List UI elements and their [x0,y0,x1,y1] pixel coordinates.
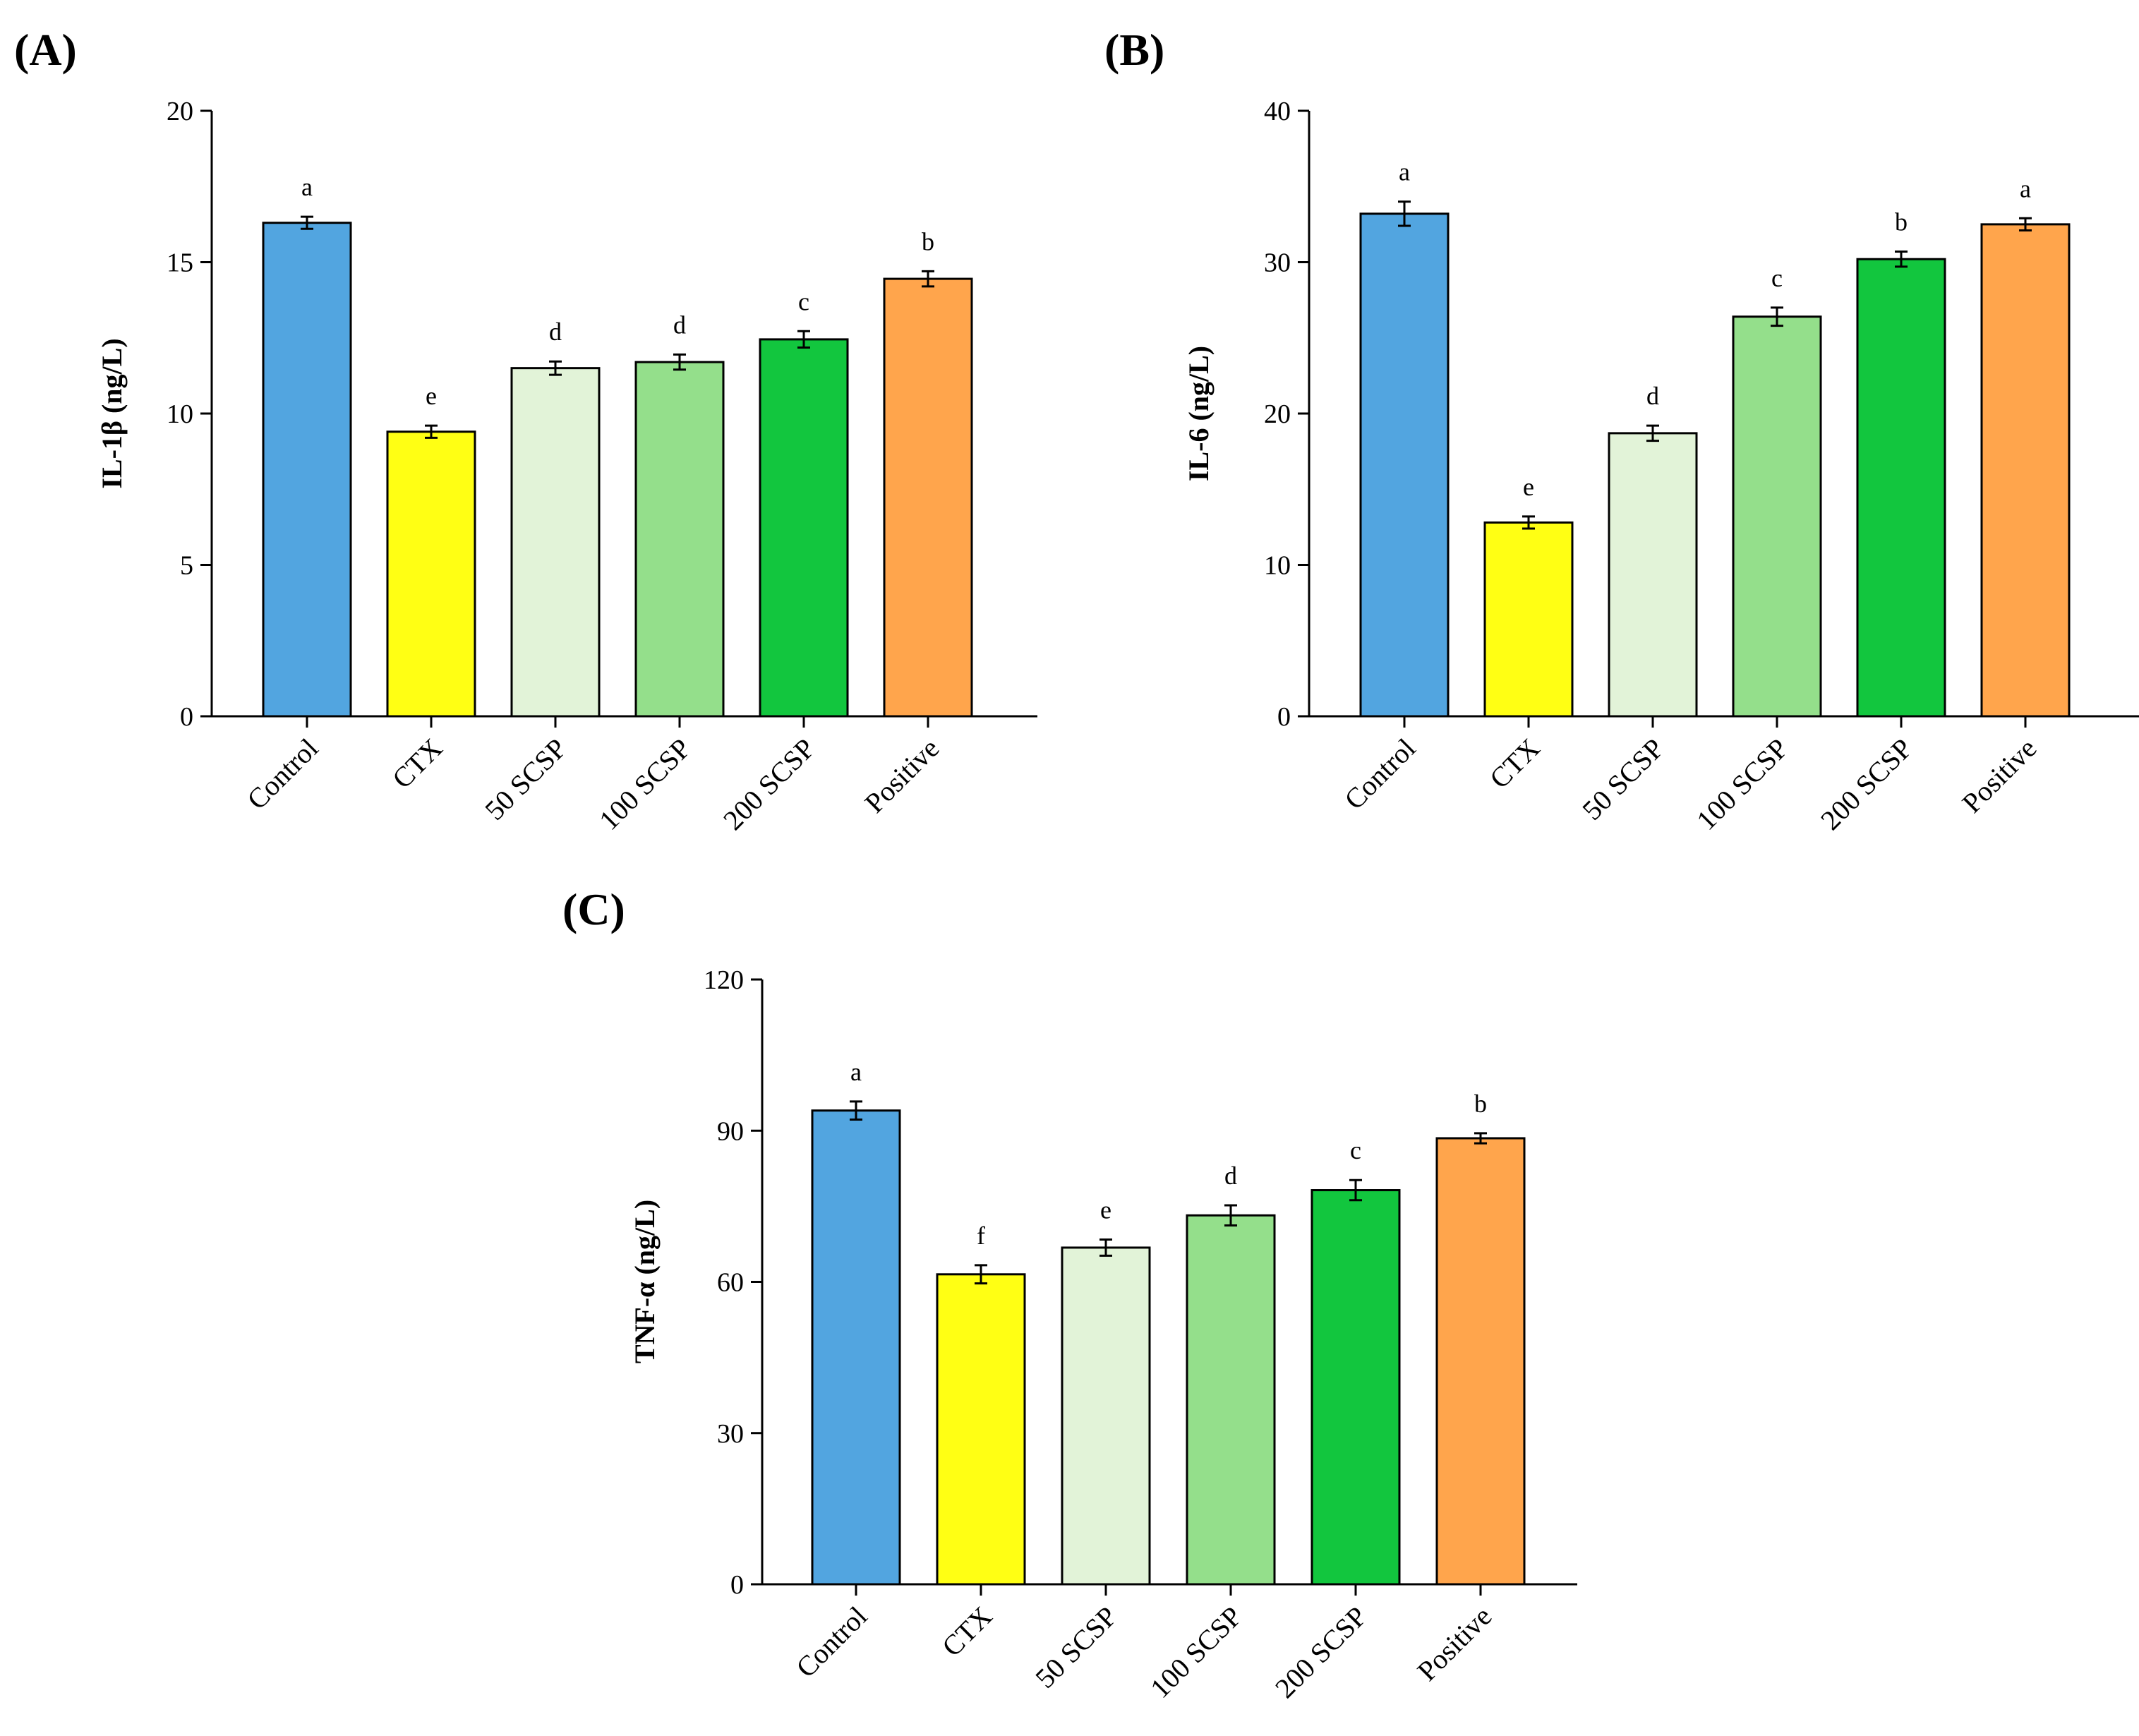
significance-label: e [1100,1196,1111,1224]
significance-label: d [673,311,686,339]
significance-label: c [1771,264,1783,292]
y-tick-label: 15 [167,248,193,278]
significance-label: c [1350,1136,1361,1164]
x-tick-label: 50 SCSP [478,733,572,826]
x-tick-label: 200 SCSP [1814,733,1918,836]
significance-label: b [1474,1090,1487,1118]
bar [634,361,725,718]
x-tick-label: CTX [386,732,448,794]
y-tick-label: 5 [180,551,193,581]
panel-label: (B) [1104,25,1164,75]
bar [1980,223,2071,718]
significance-label: a [850,1058,862,1086]
x-tick-label: Control [241,733,324,816]
bar [1061,1246,1151,1586]
x-tick-label: 100 SCSP [593,733,697,836]
bar [1310,1189,1401,1586]
significance-label: a [301,173,313,201]
y-tick-label: 0 [180,702,193,732]
bar [759,338,849,718]
x-tick-label: 200 SCSP [717,733,821,836]
x-tick-label: 200 SCSP [1269,1601,1373,1704]
x-tick-label: CTX [1483,732,1545,794]
x-tick-label: Positive [1411,1601,1498,1687]
panel-b: (B) 0 10 20 30 40 IL-6 (ng/L) a Control e CTX d 50 S… [1104,25,2139,836]
y-tick-label: 0 [730,1570,744,1600]
y-tick-label: 120 [704,965,744,995]
x-tick-label: 100 SCSP [1144,1601,1248,1704]
y-tick-label: 60 [717,1268,744,1298]
significance-label: a [2020,174,2031,203]
significance-label: b [1895,207,1908,236]
bar [1186,1214,1276,1586]
bar [510,367,601,718]
y-tick-label: 20 [1264,399,1291,429]
y-axis-title: IL-6 (ng/L) [1183,346,1215,481]
x-tick-label: 50 SCSP [1576,733,1670,826]
bar [386,430,476,718]
significance-label: c [798,287,809,315]
y-axis-title: TNF-α (ng/L) [629,1200,661,1363]
y-tick-label: 40 [1264,97,1291,126]
x-tick-label: 100 SCSP [1690,733,1794,836]
bar [936,1273,1026,1586]
significance-label: d [549,318,562,346]
panel-c: (C) 0 30 60 90 120 TNF-α (ng/L) a Control f CTX e 50… [562,884,1577,1704]
bar [883,277,973,718]
x-tick-label: CTX [936,1600,998,1662]
x-tick-label: Positive [858,733,945,819]
bar [1608,432,1698,718]
significance-label: a [1399,158,1410,186]
y-tick-label: 30 [1264,248,1291,278]
significance-label: d [1646,382,1659,410]
bar [811,1109,901,1586]
bar [1435,1137,1526,1586]
bar [1732,315,1822,718]
bar [1856,258,1946,718]
significance-label: e [426,382,437,410]
panel-a: (A) 0 5 10 15 20 IL-1β (ng/L) a Control e CTX d 50 S… [14,25,1037,836]
y-tick-label: 10 [1264,551,1291,581]
x-tick-label: Positive [1956,733,2042,819]
bar [1483,521,1574,718]
significance-label: e [1523,473,1534,501]
panel-label: (C) [562,884,625,934]
y-tick-label: 10 [167,399,193,429]
panel-label: (A) [14,25,77,75]
x-tick-label: Control [790,1601,873,1684]
bar [1359,212,1450,718]
y-axis-title: IL-1β (ng/L) [96,338,128,488]
y-tick-label: 0 [1277,702,1291,732]
x-tick-label: Control [1338,733,1421,816]
bar [262,222,352,718]
x-tick-label: 50 SCSP [1029,1601,1123,1694]
y-tick-label: 30 [717,1419,744,1449]
y-tick-label: 20 [167,97,193,126]
significance-label: f [977,1222,985,1250]
significance-label: d [1224,1162,1237,1190]
significance-label: b [922,227,934,255]
y-tick-label: 90 [717,1116,744,1146]
